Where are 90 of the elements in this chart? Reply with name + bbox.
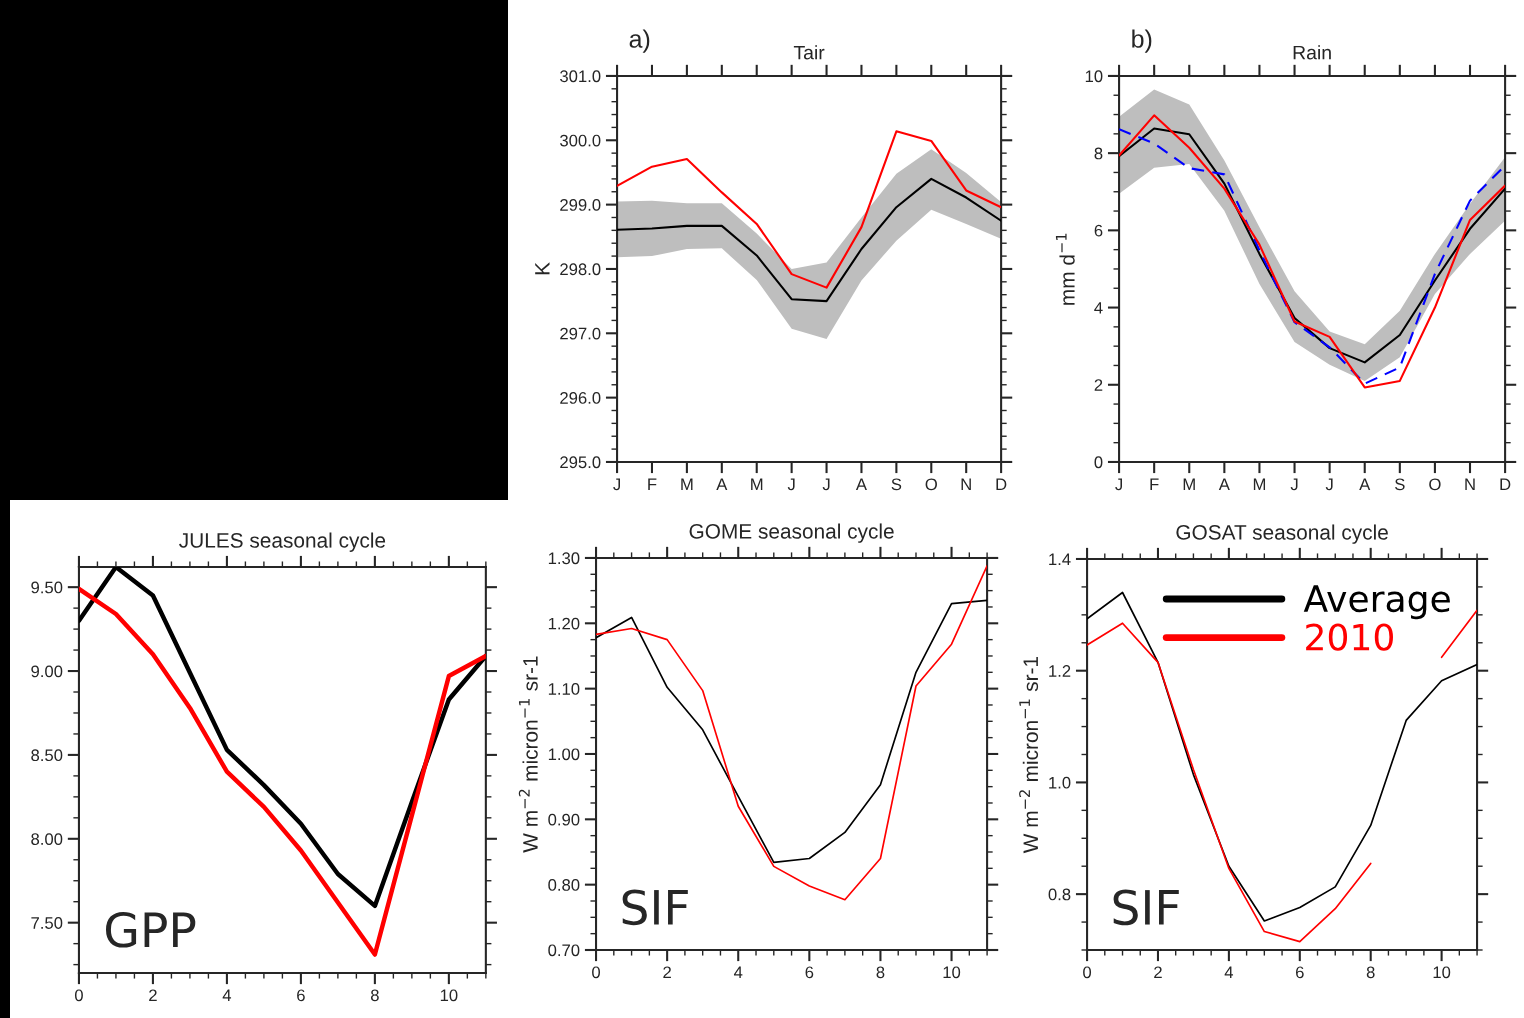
x-tick-label: M xyxy=(751,478,763,491)
chart-title: GOSAT seasonal cycle xyxy=(1176,524,1388,544)
y-tick-label: 1.00 xyxy=(548,748,580,761)
y-tick-label: 297.0 xyxy=(560,327,601,340)
y-tick-label: 295.0 xyxy=(560,456,601,469)
line-series xyxy=(596,599,988,864)
x-tick-label: F xyxy=(1150,478,1159,491)
annotation: SIF xyxy=(622,889,688,926)
chart-title: Rain xyxy=(1293,45,1331,60)
annotation: SIF xyxy=(1113,889,1179,926)
y-tick-label: 7.50 xyxy=(31,917,63,929)
y-axis-title: W m$^{−2}$ micron$^{−1}$ sr-1 xyxy=(1019,656,1039,854)
x-tick-label: 4 xyxy=(222,989,232,1002)
x-tick-label: M xyxy=(681,478,693,491)
x-tick-label: 10 xyxy=(440,989,458,1002)
x-tick-label: 8 xyxy=(876,966,885,979)
y-tick-label: 8 xyxy=(1094,147,1103,160)
x-tick-label: J xyxy=(822,478,830,491)
x-tick-label: 4 xyxy=(733,966,743,979)
x-tick-label: J xyxy=(1290,478,1298,491)
x-tick-label: 6 xyxy=(1296,966,1304,979)
y-tick-label: 0.8 xyxy=(1048,888,1071,901)
x-tick-label: 8 xyxy=(370,989,379,1002)
y-tick-label: 0.90 xyxy=(548,813,580,826)
y-tick-label: 9.50 xyxy=(31,581,63,594)
y-tick-label: 4 xyxy=(1094,302,1103,314)
y-tick-label: 1.2 xyxy=(1049,665,1071,677)
x-tick-label: 2 xyxy=(663,966,671,979)
x-tick-label: O xyxy=(925,478,937,491)
x-tick-label: S xyxy=(1395,478,1405,491)
x-tick-label: M xyxy=(1253,478,1266,491)
y-tick-label: 0.80 xyxy=(548,879,580,891)
x-tick-label: J xyxy=(787,478,795,491)
x-tick-label: 0 xyxy=(74,989,83,1002)
chart-title: GOME seasonal cycle xyxy=(689,523,894,543)
x-tick-label: 8 xyxy=(1366,966,1375,979)
x-tick-label: A xyxy=(716,478,728,491)
x-tick-label: O xyxy=(1429,478,1441,491)
x-tick-label: D xyxy=(996,478,1007,491)
y-tick-label: 300.0 xyxy=(560,134,601,147)
y-tick-label: 10 xyxy=(1085,70,1103,83)
x-tick-label: A xyxy=(855,478,867,491)
x-tick-label: 6 xyxy=(805,966,814,979)
y-tick-label: 9.00 xyxy=(31,665,63,678)
legend-label: Average xyxy=(1303,585,1450,620)
y-tick-label: 1.30 xyxy=(548,552,580,565)
x-tick-label: 0 xyxy=(1083,966,1092,979)
y-axis-title: mm d$^{−1}$ xyxy=(1055,233,1075,305)
line-series xyxy=(78,586,486,957)
x-tick-label: 10 xyxy=(943,966,961,979)
annotation: GPP xyxy=(106,911,196,948)
x-tick-label: F xyxy=(648,478,657,491)
y-tick-label: 8.50 xyxy=(31,749,63,762)
chart-title: Tair xyxy=(793,45,825,60)
x-tick-label: 6 xyxy=(297,989,305,1002)
line-series xyxy=(617,130,1002,289)
y-tick-label: 1.0 xyxy=(1049,776,1071,789)
x-tick-label: M xyxy=(1183,478,1195,491)
y-tick-label: 1.10 xyxy=(548,683,580,695)
y-tick-label: 2 xyxy=(1094,379,1103,391)
chart-title: JULES seasonal cycle xyxy=(179,532,386,552)
x-tick-label: S xyxy=(891,478,902,491)
x-tick-label: 10 xyxy=(1433,966,1451,979)
x-tick-label: N xyxy=(1465,478,1475,491)
line-series xyxy=(617,177,1002,303)
y-axis-title: K xyxy=(535,262,550,275)
legend-label: 2010 xyxy=(1306,623,1393,651)
y-tick-label: 296.0 xyxy=(560,392,601,404)
y-tick-label: 299.0 xyxy=(560,199,601,211)
y-tick-label: 298.0 xyxy=(560,263,601,276)
text: a) xyxy=(629,29,650,53)
x-tick-label: A xyxy=(1218,478,1230,491)
x-tick-label: J xyxy=(613,478,620,491)
x-tick-label: D xyxy=(1500,478,1511,491)
y-axis-title: W m$^{−2}$ micron$^{−1}$ sr-1 xyxy=(518,656,538,853)
y-tick-label: 0 xyxy=(1094,456,1103,469)
x-tick-label: 2 xyxy=(149,989,157,1002)
y-tick-label: 6 xyxy=(1094,224,1103,237)
x-tick-label: 2 xyxy=(1154,966,1162,979)
y-tick-label: 1.4 xyxy=(1049,553,1071,566)
x-tick-label: J xyxy=(1115,478,1122,491)
x-tick-label: N xyxy=(961,478,971,491)
y-tick-label: 0.70 xyxy=(548,944,580,957)
y-tick-label: 8.00 xyxy=(31,833,63,845)
x-tick-label: 4 xyxy=(1224,966,1234,979)
y-tick-label: 1.20 xyxy=(548,617,580,630)
x-tick-label: J xyxy=(1325,478,1333,491)
x-tick-label: A xyxy=(1359,478,1371,491)
y-tick-label: 301.0 xyxy=(560,70,601,83)
text: b) xyxy=(1132,29,1152,53)
